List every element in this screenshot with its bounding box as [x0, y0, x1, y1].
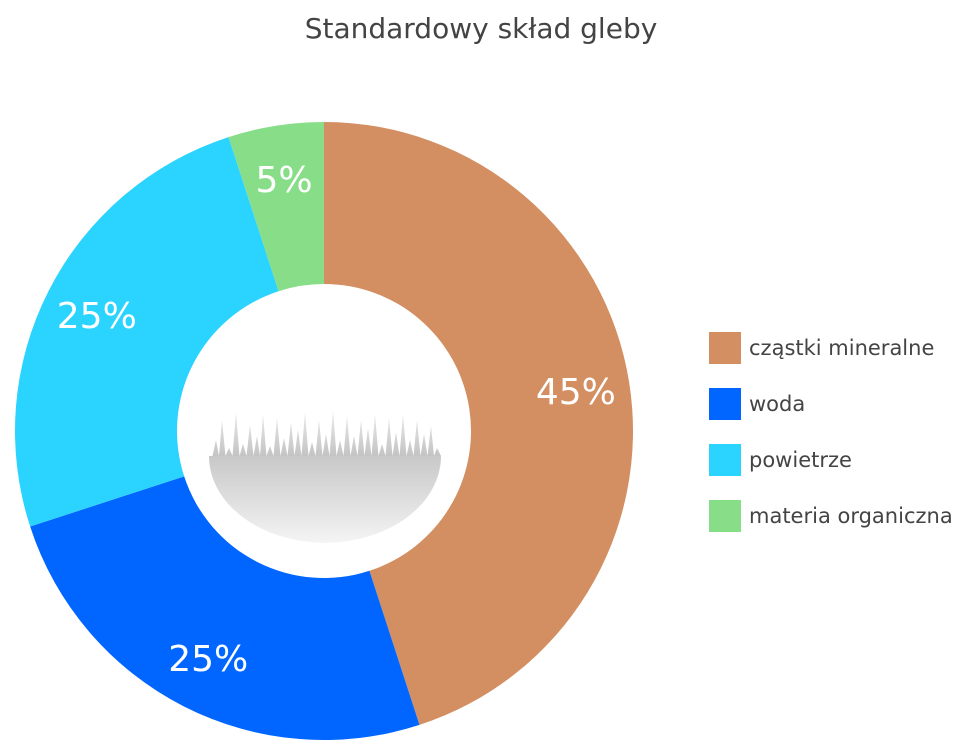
grass-icon: [209, 410, 441, 543]
legend-swatch-czastki-mineralne: [709, 332, 741, 364]
slice-label-czastki-mineralne: 45%: [536, 372, 616, 413]
slice-woda: [30, 476, 420, 740]
slice-label-powietrze: 25%: [57, 296, 137, 337]
chart-title: Standardowy skład gleby: [305, 12, 658, 45]
slice-materia-organiczna: [228, 122, 324, 292]
slice-powietrze: [14, 137, 279, 527]
legend: cząstki mineralne woda powietrze materia or…: [709, 332, 953, 532]
slice-labels: 45% 25% 25% 5%: [57, 160, 616, 680]
legend-swatch-woda: [709, 388, 741, 420]
legend-label-woda: woda: [749, 392, 805, 416]
legend-label-czastki-mineralne: cząstki mineralne: [749, 336, 934, 360]
slice-czastki-mineralne: [324, 122, 634, 725]
legend-swatch-powietrze: [709, 444, 741, 476]
slice-label-woda: 25%: [168, 639, 248, 680]
legend-label-powietrze: powietrze: [749, 448, 852, 472]
slice-label-materia-organiczna: 5%: [256, 160, 313, 201]
legend-label-materia-organiczna: materia organiczna: [749, 504, 953, 528]
legend-swatch-materia-organiczna: [709, 500, 741, 532]
pie-slices: [14, 122, 634, 740]
